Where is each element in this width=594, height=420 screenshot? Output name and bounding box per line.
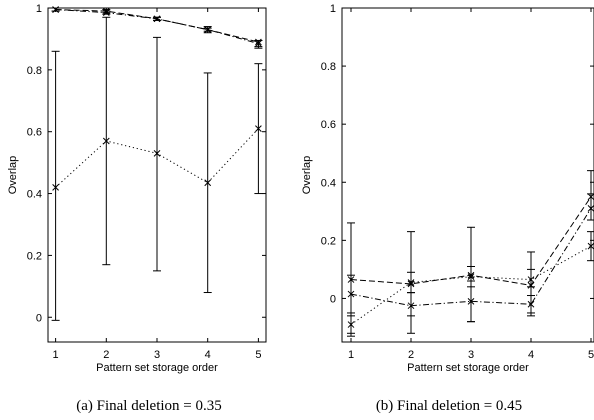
marker-stroke <box>467 297 475 305</box>
marker-stroke <box>204 26 212 34</box>
y-tick-label-a: 0.8 <box>27 65 42 77</box>
x-axis-label-a: Pattern set storage order <box>96 362 218 374</box>
marker-stroke <box>407 302 415 310</box>
series-b-2 <box>347 193 594 323</box>
marker-stroke <box>153 149 161 157</box>
marker-stroke <box>52 6 59 13</box>
y-tick-label-b: 0.8 <box>321 61 336 73</box>
marker-stroke <box>587 205 594 212</box>
data-point-marker <box>467 273 475 281</box>
y-axis-label-a: Overlap <box>7 156 19 195</box>
y-tick-label-b: 1 <box>330 3 336 15</box>
data-point-marker <box>255 125 262 132</box>
y-tick-label-b: 0.4 <box>321 177 336 189</box>
series-a-1 <box>51 16 263 321</box>
marker-stroke <box>255 125 262 132</box>
series-line <box>350 208 592 307</box>
data-point-marker <box>467 297 475 305</box>
data-point-marker <box>102 137 110 145</box>
x-tick-label-a: 2 <box>103 349 109 361</box>
x-tick-label-b: 5 <box>588 349 594 361</box>
y-tick-label-a: 0.6 <box>27 127 42 139</box>
y-tick-label-a: 0.2 <box>27 250 42 262</box>
data-point-marker <box>587 242 594 250</box>
y-tick-label-b: 0.2 <box>321 235 336 247</box>
data-point-marker <box>204 26 212 34</box>
caption-b: (b) Final deletion = 0.45 <box>376 398 522 414</box>
marker-stroke <box>102 9 110 16</box>
x-tick-label-b: 2 <box>408 349 414 361</box>
axes-frame-b <box>341 7 594 343</box>
data-point-marker <box>102 9 110 16</box>
panel-a: 1 2 3 4 5 0 0.2 0.4 0.6 0.8 1 Pattern set storage o… <box>7 3 267 374</box>
data-point-marker <box>52 6 59 13</box>
marker-stroke <box>587 242 594 250</box>
marker-stroke <box>467 273 475 281</box>
marker-stroke <box>347 321 355 328</box>
data-point-marker <box>204 179 212 187</box>
data-point-marker <box>407 302 415 310</box>
data-point-marker <box>347 290 355 298</box>
panel-b: 1 2 3 4 5 0 0.2 0.4 0.6 0.8 1 Pattern set storage o… <box>301 3 594 374</box>
data-point-marker <box>255 40 262 47</box>
x-tick-label-b: 4 <box>528 349 534 361</box>
x-tick-label-a: 1 <box>53 349 59 361</box>
x-tick-label-a: 5 <box>255 349 261 361</box>
marker-stroke <box>347 290 355 298</box>
x-tick-label-b: 3 <box>468 349 474 361</box>
data-point-marker <box>407 279 415 286</box>
marker-stroke <box>527 276 535 283</box>
y-tick-label-b: 0.6 <box>321 119 336 131</box>
marker-stroke <box>52 184 59 191</box>
data-point-marker <box>527 300 535 308</box>
x-tick-label-b: 1 <box>348 349 354 361</box>
series-a-3 <box>51 6 263 49</box>
marker-stroke <box>204 179 212 187</box>
data-point-marker <box>587 205 594 212</box>
series-line <box>350 245 592 325</box>
marker-stroke <box>255 40 262 47</box>
series-b-3 <box>347 231 594 334</box>
y-tick-label-a: 0 <box>36 312 42 324</box>
data-point-marker <box>527 276 535 283</box>
x-axis-label-b: Pattern set storage order <box>407 362 529 374</box>
x-tick-label-a: 3 <box>154 349 160 361</box>
data-point-marker <box>52 184 59 191</box>
marker-stroke <box>407 279 415 286</box>
marker-stroke <box>527 300 535 308</box>
data-point-marker <box>153 149 161 157</box>
x-tick-label-a: 4 <box>205 349 211 361</box>
y-tick-label-a: 0.4 <box>27 189 42 201</box>
marker-stroke <box>153 15 161 23</box>
marker-stroke <box>102 137 110 145</box>
y-tick-label-b: 0 <box>330 293 336 305</box>
y-axis-label-b: Overlap <box>301 156 313 195</box>
y-tick-label-a: 1 <box>36 3 42 15</box>
data-point-marker <box>347 321 355 328</box>
data-point-marker <box>153 15 161 23</box>
caption-a: (a) Final deletion = 0.35 <box>76 398 222 414</box>
